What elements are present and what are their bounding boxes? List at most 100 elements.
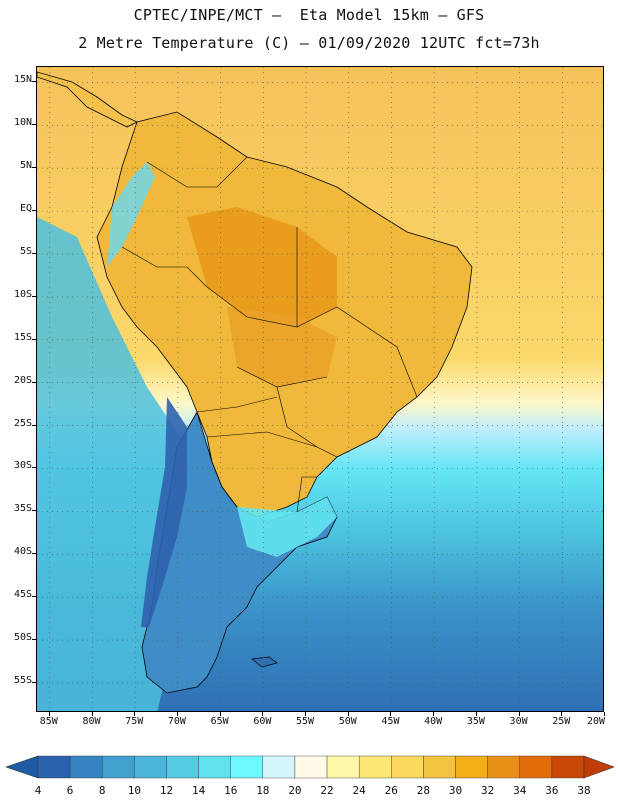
andes-cold-band <box>141 397 187 627</box>
colorbar-swatch <box>326 755 360 779</box>
lat-tick-label: 15S <box>13 331 32 343</box>
lon-tick-label: 80W <box>82 716 101 727</box>
lon-tick <box>604 712 605 716</box>
lat-tick-label: 55S <box>13 674 32 686</box>
colorbar-tick-label: 4 <box>34 784 42 797</box>
lat-tick <box>32 596 36 598</box>
lat-tick-label: 15N <box>13 74 32 86</box>
central-america-land <box>37 71 138 128</box>
lat-tick <box>32 639 36 641</box>
lon-tick <box>390 712 392 716</box>
lon-tick <box>347 712 349 716</box>
colorbar-tick-label: 16 <box>224 784 238 797</box>
lat-tick <box>32 553 36 555</box>
lon-tick-label: 55W <box>296 716 315 727</box>
lat-tick-label: 25S <box>13 417 32 429</box>
colorbar-tick-label: 12 <box>159 784 174 797</box>
lon-tick <box>134 712 136 716</box>
colorbar-swatch <box>262 755 296 779</box>
lat-tick-label: 10N <box>13 117 32 129</box>
colorbar-tick-label: 32 <box>481 784 495 797</box>
lat-tick-label: 45S <box>13 589 32 601</box>
lon-tick-label: 20W <box>586 716 606 727</box>
colorbar-tick-label: 10 <box>127 784 141 797</box>
lat-tick-label: 5N <box>19 160 32 172</box>
lon-tick <box>561 712 563 716</box>
lon-tick-label: 40W <box>424 716 443 727</box>
colorbar-swatch <box>134 755 167 779</box>
colorbar-swatch <box>198 755 231 779</box>
colorbar-tick-label: 20 <box>288 784 302 797</box>
lon-tick-label: 60W <box>253 716 272 727</box>
colorbar-tick-label: 26 <box>384 784 398 797</box>
colorbar-swatch <box>69 755 103 779</box>
lon-tick <box>219 712 221 716</box>
lat-tick <box>32 681 36 683</box>
colorbar-swatch <box>423 755 456 779</box>
colorbar-swatch <box>102 755 135 779</box>
lat-tick-label: 10S <box>13 288 32 300</box>
colorbar-swatch <box>230 755 264 779</box>
colorbar-tick-label: 18 <box>256 784 270 797</box>
lon-tick-label: 65W <box>210 716 229 727</box>
lat-tick <box>32 338 36 340</box>
colorbar-swatch <box>294 755 328 779</box>
lon-tick <box>305 712 307 716</box>
chart-title: CPTEC/INPE/MCT – Eta Model 15km – GFS <box>133 6 485 24</box>
colorbar-swatch <box>487 755 520 779</box>
colorbar-swatch <box>455 755 488 779</box>
lon-tick-label: 30W <box>509 716 528 727</box>
lon-tick <box>475 712 477 716</box>
lat-tick-label: 35S <box>13 503 32 515</box>
lat-tick-label: 50S <box>13 632 32 644</box>
colorbar-swatch <box>519 755 553 779</box>
colorbar-tick-label: 38 <box>577 784 591 797</box>
lat-tick <box>32 253 36 255</box>
lon-tick-label: 45W <box>381 716 400 727</box>
lat-tick <box>32 295 36 297</box>
temperature-map <box>37 67 603 711</box>
colorbar-tick-label: 6 <box>66 784 74 797</box>
colorbar-high-arrow <box>583 755 615 779</box>
colorbar-tick-label: 22 <box>320 784 334 797</box>
colorbar-swatch <box>166 755 199 779</box>
andes-north-cool <box>107 162 155 267</box>
lon-tick <box>91 712 93 716</box>
lon-tick-label: 50W <box>338 716 357 727</box>
colorbar-swatch <box>37 755 71 779</box>
lat-tick <box>32 424 36 426</box>
lon-tick <box>518 712 520 716</box>
lat-tick <box>32 381 36 383</box>
colorbar-tick-label: 30 <box>448 784 463 797</box>
colorbar-tick-label: 14 <box>191 784 206 797</box>
lon-tick <box>433 712 435 716</box>
central-hot-zone <box>227 307 337 387</box>
colorbar-swatch <box>551 755 585 779</box>
lon-tick <box>176 712 178 716</box>
lat-tick <box>32 467 36 469</box>
colorbar-tick-label: 8 <box>98 784 106 797</box>
colorbar-swatch <box>358 755 392 779</box>
colorbar-swatch <box>391 755 424 779</box>
colorbar-tick-label: 36 <box>545 784 559 797</box>
chart-subtitle: 2 Metre Temperature (C) – 01/09/2020 12U… <box>78 34 540 52</box>
lat-tick <box>32 81 36 83</box>
colorbar-low-arrow <box>5 755 39 779</box>
map-frame <box>36 66 604 712</box>
lon-tick-label: 85W <box>39 716 58 727</box>
colorbar <box>5 755 615 779</box>
lon-tick-label: 25W <box>552 716 571 727</box>
lat-tick-label: 5S <box>19 246 32 258</box>
colorbar-tick-label: 34 <box>513 784 527 797</box>
lon-tick <box>48 712 50 716</box>
colorbar-tick-label: 28 <box>416 784 431 797</box>
lat-tick <box>32 510 36 512</box>
colorbar-tick-label: 24 <box>352 784 366 797</box>
lat-tick <box>32 124 36 126</box>
lat-tick <box>32 167 36 169</box>
lat-tick <box>32 210 36 212</box>
lon-tick-label: 35W <box>466 716 485 727</box>
lon-tick-label: 75W <box>125 716 144 727</box>
amazon-hot-core <box>187 207 337 327</box>
lat-tick-label: EQ <box>19 203 32 215</box>
